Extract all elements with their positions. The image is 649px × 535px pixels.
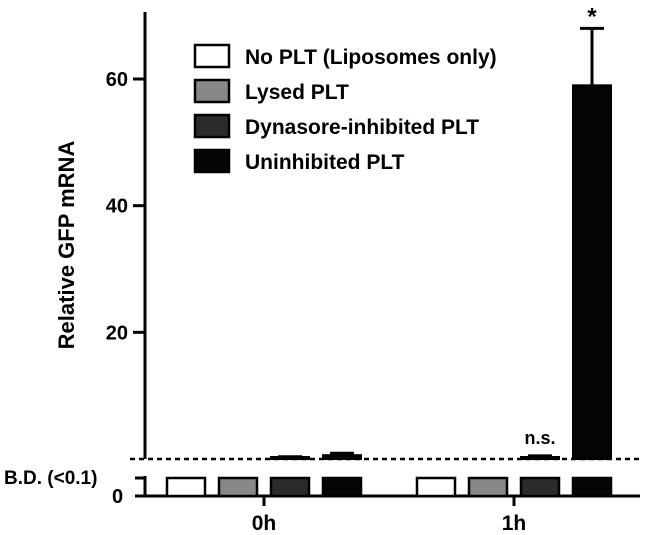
bar-0h-3 — [322, 454, 362, 461]
bd-bar-1h-1 — [467, 476, 509, 498]
legend-swatch-2 — [193, 113, 231, 139]
y-tick-label-1: 40 — [106, 196, 128, 218]
bd-label: B.D. (<0.1) — [4, 468, 97, 489]
legend-swatch-1 — [193, 78, 231, 104]
bd-bar-1h-0 — [415, 476, 457, 498]
legend-label-1: Lysed PLT — [245, 81, 349, 104]
legend-swatch-0 — [193, 43, 231, 69]
legend: No PLT (Liposomes only) Lysed PLT Dynasore… — [193, 43, 497, 174]
bd-bar-0h-2 — [269, 476, 311, 498]
bars — [165, 26, 613, 498]
y-tick-label-2: 60 — [106, 69, 128, 91]
y-tick-label-0: 20 — [106, 322, 128, 344]
x-tick-label-1: 1h — [502, 512, 527, 535]
bd-bar-1h-2 — [519, 476, 561, 498]
legend-label-0: No PLT (Liposomes only) — [245, 46, 497, 69]
zero-tick-label: 0 — [112, 486, 123, 508]
x-tick-label-0: 0h — [252, 512, 277, 535]
legend-swatch-3 — [193, 148, 231, 174]
bd-bar-0h-1 — [217, 476, 259, 498]
x-axis-tick-labels: 0h 1h — [252, 496, 527, 535]
bd-bar-1h-3 — [571, 476, 613, 498]
y-axis-ticks: 20 40 60 — [106, 69, 145, 344]
bar-1h-3 — [572, 84, 612, 460]
annotation-0: n.s. — [524, 428, 555, 448]
annotation-1: * — [587, 3, 597, 30]
legend-label-2: Dynasore-inhibited PLT — [245, 116, 479, 139]
legend-label-3: Uninhibited PLT — [245, 151, 405, 174]
bd-bar-0h-3 — [321, 476, 363, 498]
bd-bar-0h-0 — [165, 476, 207, 498]
annotations: n.s. * — [524, 3, 597, 448]
y-axis-title: Relative GFP mRNA — [54, 141, 79, 350]
